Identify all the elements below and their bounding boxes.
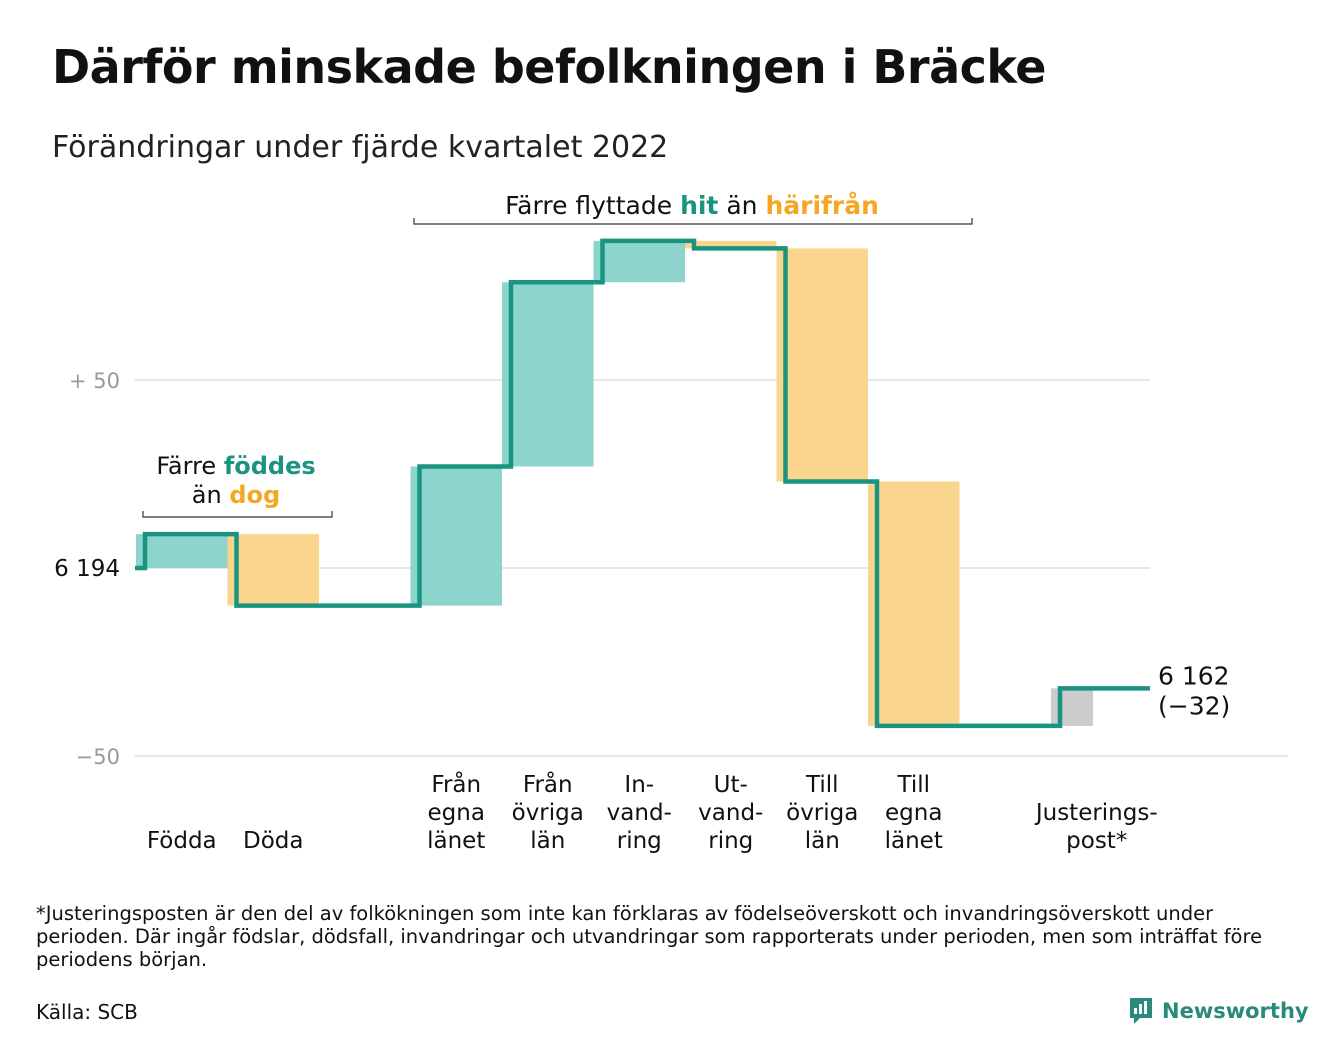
x-tick-label: In- <box>624 772 654 798</box>
x-tick-label: länet <box>427 828 485 854</box>
end-value-label: 6 162 <box>1158 661 1230 690</box>
x-tick-label: vand- <box>607 800 672 826</box>
x-tick-label: egna <box>428 800 485 826</box>
bar-decrease <box>868 481 960 726</box>
cumulative-step-line <box>135 238 1150 729</box>
chart-subtitle: Förändringar under fjärde kvartalet 2022 <box>52 130 669 165</box>
annotation-births-bracket <box>142 511 333 518</box>
bar-decrease <box>776 248 868 482</box>
x-tick-label: Från <box>523 770 573 798</box>
x-tick-label: länet <box>885 828 943 854</box>
bar-decrease <box>685 240 777 249</box>
x-tick-label: Döda <box>243 828 303 854</box>
bar-increase <box>502 282 594 467</box>
x-tick-label: Till <box>805 772 839 798</box>
newsworthy-logo[interactable]: Newsworthy <box>1128 996 1309 1026</box>
change-label: (−32) <box>1158 691 1230 720</box>
annotation-births-line2: än dog <box>192 481 280 509</box>
bar-chart-speech-bubble-icon <box>1130 998 1152 1024</box>
x-tick-label: län <box>530 828 565 854</box>
x-tick-label: Justerings- <box>1034 800 1158 826</box>
x-tick-label: Från <box>431 770 481 798</box>
y-tick-label: + 50 <box>69 369 120 393</box>
chart-title: Därför minskade befolkningen i Bräcke <box>52 40 1046 94</box>
x-tick-label: län <box>805 828 840 854</box>
y-tick-label: −50 <box>76 745 120 769</box>
footnote: *Justeringsposten är den del av folkökni… <box>36 902 1263 971</box>
x-tick-label: vand- <box>698 800 763 826</box>
bar-increase <box>410 466 502 606</box>
x-tick-label: egna <box>885 800 942 826</box>
brand-name: Newsworthy <box>1162 999 1309 1023</box>
x-tick-label: Födda <box>147 828 217 854</box>
x-tick-label: Till <box>896 772 930 798</box>
bar-increase <box>136 534 228 568</box>
x-tick-label: ring <box>708 828 753 854</box>
annotation-migration: Färre flyttade hit än härifrån <box>505 191 879 220</box>
x-tick-label: post* <box>1066 828 1127 854</box>
source-label: Källa: SCB <box>36 1000 138 1024</box>
bar-decrease <box>227 534 319 606</box>
annotation-births-line1: Färre föddes <box>156 452 315 480</box>
y-tick-label: 6 194 <box>54 556 120 582</box>
x-tick-label: övriga <box>786 800 858 826</box>
x-tick-label: övriga <box>512 800 584 826</box>
bar-increase <box>593 240 685 283</box>
x-tick-label: Ut- <box>714 772 748 798</box>
bar-adjustment <box>1051 688 1093 726</box>
x-tick-label: ring <box>617 828 662 854</box>
annotation-migration-bracket <box>413 218 973 225</box>
